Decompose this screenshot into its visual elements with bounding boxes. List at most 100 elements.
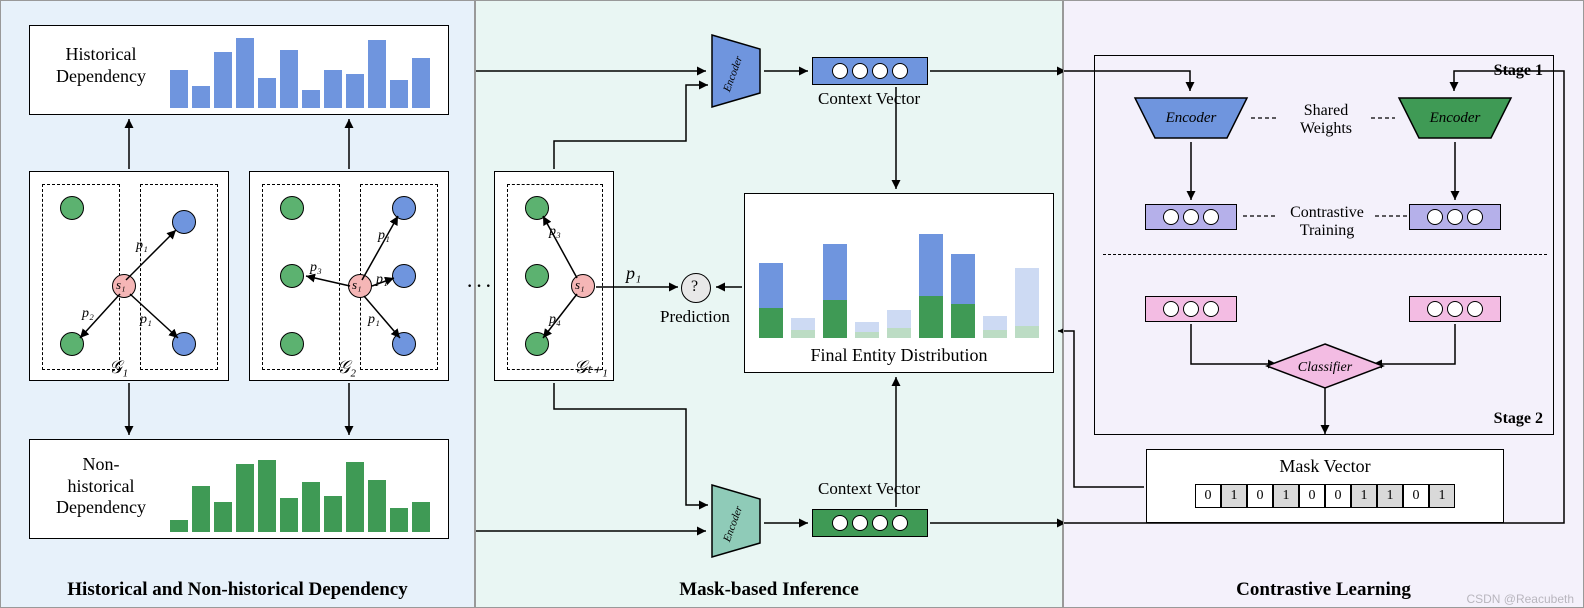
shared-weights-label: SharedWeights (1281, 102, 1371, 137)
gt1-label: 𝒢ₜ₊₁ (574, 357, 608, 378)
mask-cell: 0 (1299, 484, 1325, 508)
bar (192, 486, 210, 532)
gt1-g1 (525, 196, 549, 220)
historical-bars (170, 30, 440, 108)
dist-bar-green (951, 304, 975, 338)
g2-node-g3 (280, 332, 304, 356)
g2-node-g2 (280, 264, 304, 288)
g1-node-green-2 (60, 332, 84, 356)
bar (390, 80, 408, 108)
dist-bar-blue (983, 316, 1007, 330)
bar (214, 502, 232, 532)
g1-node-s1: s₁ (112, 274, 136, 298)
g2-node-b3 (392, 332, 416, 356)
dist-bar-green (823, 300, 847, 338)
dist-bar-blue (791, 318, 815, 330)
dist-bar-green (759, 308, 783, 338)
nonhistorical-box: Non- historical Dependency (29, 439, 449, 539)
bar (390, 508, 408, 532)
bar (412, 58, 430, 108)
dist-bar-blue (951, 254, 975, 304)
encoder-top-icon: Encoder (706, 31, 766, 111)
svg-text:Encoder: Encoder (1429, 110, 1481, 126)
mask-cell: 0 (1325, 484, 1351, 508)
dist-bar-green (791, 330, 815, 338)
bar (324, 70, 342, 108)
final-dist-bars (759, 208, 1041, 338)
dist-bar-green (887, 328, 911, 338)
panel-contrastive: Contrastive Learning Stage 1 Stage 2 Enc… (1063, 0, 1584, 608)
g2-node-b2 (392, 264, 416, 288)
ellipsis: ··· (466, 273, 494, 299)
dist-bar-green (1015, 326, 1039, 338)
graph-g1: s₁ p₁ p₂ p₁ (29, 171, 229, 381)
mask-cell: 1 (1429, 484, 1455, 508)
stage-divider (1103, 254, 1547, 255)
mask-cell: 0 (1195, 484, 1221, 508)
gt1-g3 (525, 332, 549, 356)
bar (192, 86, 210, 108)
contrastive-training-label: ContrastiveTraining (1279, 204, 1375, 239)
encoder-blue-icon: Encoder (1131, 94, 1251, 142)
svg-text:Classifier: Classifier (1298, 360, 1353, 375)
dist-bar-blue (1015, 268, 1039, 326)
context-label-top: Context Vector (818, 89, 920, 109)
bar (280, 498, 298, 532)
bar (302, 482, 320, 532)
bar (258, 78, 276, 108)
g1-node-blue-1 (172, 210, 196, 234)
bar (368, 40, 386, 108)
context-vec-top (812, 57, 928, 85)
context-vec-bottom (812, 509, 928, 537)
bar (346, 74, 364, 108)
purple-vec-left (1145, 204, 1237, 230)
pink-vec-right (1409, 296, 1501, 322)
historical-box: Historical Dependency (29, 25, 449, 115)
purple-vec-right (1409, 204, 1501, 230)
prediction-label: Prediction (660, 307, 730, 327)
panel-mask-inference: Mask-based Inference s₁ p₃ p₄ 𝒢ₜ₊₁ ··· p… (475, 0, 1063, 608)
dist-bar-green (919, 296, 943, 338)
g2-node-s1: s₁ (348, 274, 372, 298)
mask-cell: 1 (1377, 484, 1403, 508)
bar (236, 464, 254, 532)
context-label-bottom: Context Vector (818, 479, 920, 499)
g1-node-blue-2 (172, 332, 196, 356)
final-dist-label: Final Entity Distribution (745, 345, 1053, 366)
mask-cell: 1 (1273, 484, 1299, 508)
g2-node-g1 (280, 196, 304, 220)
nonhistorical-label: Non- historical Dependency (36, 454, 166, 519)
bar (412, 502, 430, 532)
bar (170, 70, 188, 108)
final-dist-box: Final Entity Distribution (744, 193, 1054, 373)
classifier-icon: Classifier (1265, 342, 1385, 390)
bar (258, 460, 276, 532)
mask-cells: 0101001101 (1195, 484, 1455, 508)
section-title-left: Historical and Non-historical Dependency (1, 579, 474, 601)
mask-cell: 0 (1403, 484, 1429, 508)
dist-bar-blue (887, 310, 911, 328)
bar (170, 520, 188, 532)
dist-bar-blue (759, 263, 783, 308)
mask-cell: 1 (1221, 484, 1247, 508)
g2-node-b1 (392, 196, 416, 220)
g1-node-green-1 (60, 196, 84, 220)
bar (214, 52, 232, 108)
historical-label: Historical Dependency (36, 44, 166, 87)
g2-label: 𝒢₂ (337, 357, 356, 378)
g1-label: 𝒢₁ (109, 357, 128, 378)
dist-bar-blue (919, 234, 943, 296)
encoder-bottom-icon: Encoder (706, 481, 766, 561)
dist-bar-blue (823, 244, 847, 300)
bar (324, 496, 342, 532)
panel-historical: Historical and Non-historical Dependency… (0, 0, 475, 608)
mask-cell: 1 (1351, 484, 1377, 508)
bar (236, 38, 254, 108)
stages-box: Stage 1 Stage 2 Encoder Encoder SharedWe… (1094, 55, 1554, 435)
dist-bar-blue (855, 322, 879, 332)
encoder-green-icon: Encoder (1395, 94, 1515, 142)
svg-text:Encoder: Encoder (1165, 110, 1217, 126)
nonhistorical-bars (170, 444, 440, 532)
dist-bar-green (983, 330, 1007, 338)
section-title-mid: Mask-based Inference (476, 579, 1062, 601)
